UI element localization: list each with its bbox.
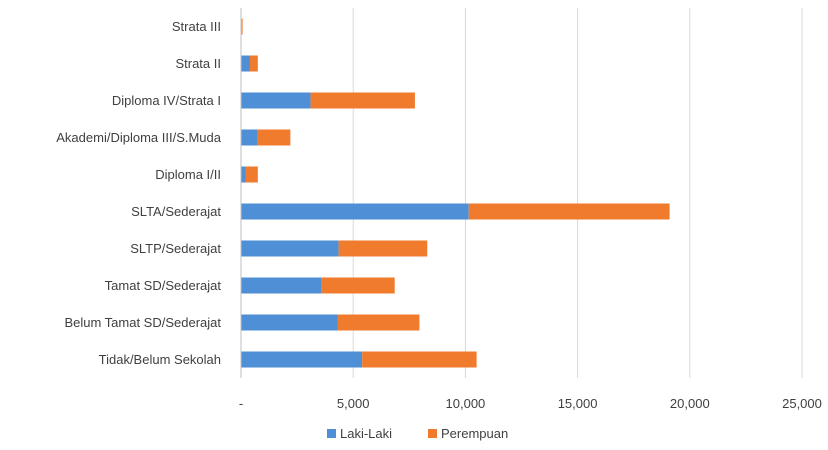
category-labels: Strata III Strata II Diploma IV/Strata I Ak…	[56, 19, 222, 367]
bar-segment-laki-laki	[241, 129, 258, 146]
bar-segment-laki-laki	[241, 92, 311, 109]
bar-segment-perempuan	[241, 18, 243, 35]
category-label: Akademi/Diploma III/S.Muda	[56, 130, 222, 145]
bar-segment-laki-laki	[241, 277, 322, 294]
category-label: Strata II	[175, 56, 221, 71]
category-label: Tamat SD/Sederajat	[105, 278, 222, 293]
bar-segment-perempuan	[362, 351, 477, 368]
bar-segment-perempuan	[310, 92, 415, 109]
legend-label: Perempuan	[441, 426, 508, 441]
bar-segment-laki-laki	[241, 351, 363, 368]
bar-segment-perempuan	[245, 166, 258, 183]
x-tick-label: -	[239, 396, 243, 411]
bars	[241, 18, 670, 368]
bar-segment-perempuan	[249, 55, 258, 72]
legend-label: Laki-Laki	[340, 426, 392, 441]
x-tick-label: 15,000	[558, 396, 598, 411]
bar-segment-laki-laki	[241, 166, 246, 183]
category-label: Diploma I/II	[155, 167, 221, 182]
bar-segment-laki-laki	[241, 55, 250, 72]
x-tick-label: 10,000	[446, 396, 486, 411]
legend-swatch	[428, 429, 437, 438]
bar-segment-perempuan	[321, 277, 395, 294]
legend: Laki-Laki Perempuan	[327, 426, 508, 441]
bar-segment-perempuan	[338, 240, 428, 257]
bar-segment-laki-laki	[241, 240, 339, 257]
category-label: Belum Tamat SD/Sederajat	[64, 315, 221, 330]
x-tick-label: 20,000	[670, 396, 710, 411]
bar-segment-perempuan	[468, 203, 670, 220]
category-label: Diploma IV/Strata I	[112, 93, 221, 108]
category-label: Strata III	[172, 19, 221, 34]
x-tick-label: 5,000	[337, 396, 370, 411]
bar-segment-perempuan	[337, 314, 420, 331]
x-tick-labels: - 5,000 10,000 15,000 20,000 25,000	[239, 396, 822, 411]
category-label: SLTP/Sederajat	[130, 241, 221, 256]
category-label: SLTA/Sederajat	[131, 204, 221, 219]
bar-segment-laki-laki	[241, 203, 469, 220]
x-tick-label: 25,000	[782, 396, 822, 411]
bar-segment-laki-laki	[241, 314, 338, 331]
legend-swatch	[327, 429, 336, 438]
gridlines	[352, 8, 803, 378]
category-label: Tidak/Belum Sekolah	[99, 352, 221, 367]
bar-segment-perempuan	[257, 129, 291, 146]
